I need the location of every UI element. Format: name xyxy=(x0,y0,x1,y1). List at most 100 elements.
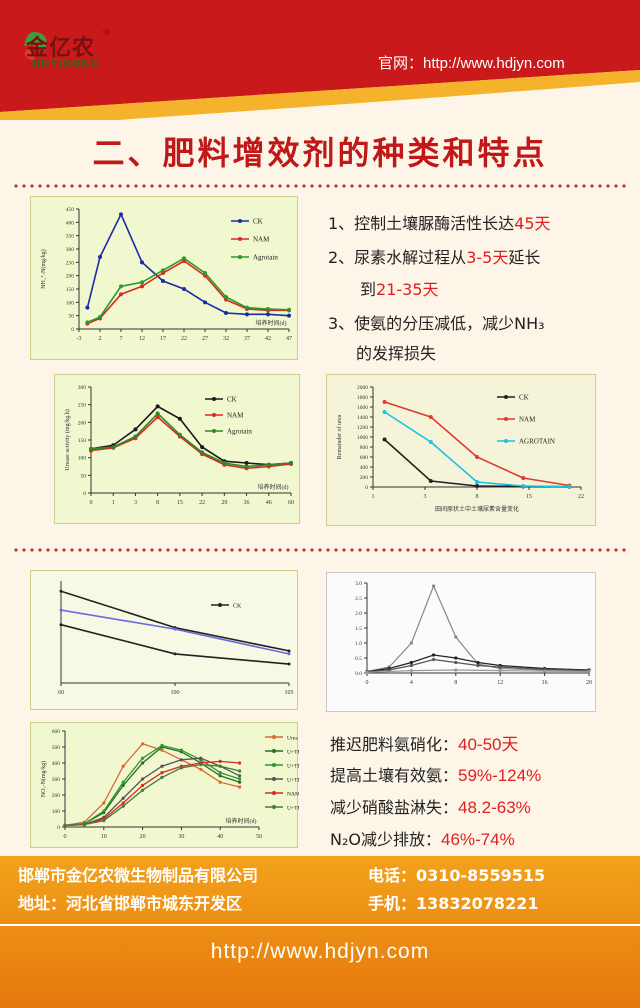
data-point xyxy=(409,663,413,668)
data-point xyxy=(102,809,106,813)
data-point xyxy=(199,763,203,767)
y-tick-label: 3.0 xyxy=(355,581,362,587)
legend-label: NAM xyxy=(519,416,536,424)
x-tick-label: 27 xyxy=(202,336,208,342)
company-logo xyxy=(14,20,124,80)
data-point xyxy=(428,415,433,419)
x-axis-label: 培养时间(d) xyxy=(226,817,257,825)
x-tick-label: 15 xyxy=(177,500,183,506)
data-point xyxy=(289,460,293,465)
y-tick-label: 350 xyxy=(66,234,75,240)
data-point xyxy=(177,432,182,437)
y-tick-label: 600 xyxy=(360,455,369,461)
series-line xyxy=(64,743,240,827)
data-point xyxy=(141,783,145,787)
y-tick-label: 0 xyxy=(57,825,60,831)
x-tick-label: 17 xyxy=(160,336,166,342)
legend-marker xyxy=(218,603,222,607)
chart-caption: 田间原状土中土壤尿素含量变化 xyxy=(435,505,519,513)
y-axis-label: NO₃-N(mg/kg) xyxy=(40,761,47,797)
legend-label: U+TEII xyxy=(287,764,299,770)
y-tick-label: 200 xyxy=(360,475,369,481)
x-tick-label: 2 xyxy=(99,336,102,342)
x-tick-label: -3 xyxy=(77,336,82,342)
data-point xyxy=(244,460,249,465)
official-website-link[interactable]: 官网：http://www.hdjyn.com xyxy=(378,55,565,72)
data-point xyxy=(218,771,222,775)
x-tick-label: 105 xyxy=(285,690,294,696)
y-tick-label: 1600 xyxy=(357,405,368,411)
legend-label: NAM xyxy=(253,236,270,244)
data-point xyxy=(498,669,502,673)
legend-label: CK xyxy=(519,394,529,402)
note-3b: 的发挥损失 xyxy=(356,344,437,363)
data-point xyxy=(218,759,222,763)
data-point xyxy=(200,450,205,455)
data-point xyxy=(218,780,222,784)
data-point xyxy=(238,761,242,765)
data-point xyxy=(177,416,182,421)
dotted-divider-top xyxy=(12,182,628,190)
y-tick-label: 2.0 xyxy=(355,611,362,617)
x-tick-label: 4 xyxy=(410,680,413,686)
mobile-number[interactable]: 手机：13832078221 xyxy=(368,894,539,913)
data-point xyxy=(244,464,249,469)
data-point xyxy=(409,669,413,673)
data-point xyxy=(141,756,145,760)
data-point xyxy=(59,589,63,593)
data-point xyxy=(454,660,458,665)
y-tick-label: 300 xyxy=(78,385,87,391)
y-tick-label: 0.5 xyxy=(355,656,362,662)
x-tick-label: 20 xyxy=(586,680,592,686)
data-point xyxy=(266,307,270,311)
legend-label: AGROTAIN xyxy=(519,438,555,446)
data-point xyxy=(475,455,479,459)
x-tick-label: 8 xyxy=(454,680,457,686)
data-point xyxy=(287,307,291,312)
x-tick-label: 37 xyxy=(244,336,250,342)
data-point xyxy=(238,769,242,773)
data-point xyxy=(266,312,270,317)
data-point xyxy=(140,280,144,285)
legend-label: NAM xyxy=(287,792,299,798)
dotted-divider-middle xyxy=(12,546,628,554)
series-line xyxy=(90,405,292,466)
data-point xyxy=(141,761,145,765)
chart-urea-remainder: 0 200 400 600 800 1000 1200 1400 1600 1800 2000 1 3 8… xyxy=(326,374,596,526)
x-tick-label: 7 xyxy=(120,336,123,342)
legend-label: U+TEI xyxy=(287,750,299,756)
x-tick-label: 10 xyxy=(101,834,107,840)
data-point xyxy=(182,287,186,291)
data-point xyxy=(119,284,123,289)
phone-number[interactable]: 电话：0310-8559515 xyxy=(368,866,546,885)
y-tick-label: 100 xyxy=(78,456,87,462)
legend-marker xyxy=(272,791,276,795)
footer-website-link[interactable]: http://www.hdjyn.com xyxy=(210,940,430,963)
data-point xyxy=(476,663,480,668)
x-tick-label: 16 xyxy=(542,680,548,686)
data-point xyxy=(476,660,480,665)
data-point xyxy=(155,404,160,409)
x-tick-label: 0 xyxy=(90,500,93,506)
note-2: 2、尿素水解过程从3-5天延长 xyxy=(328,248,541,267)
x-axis-label: 培养时间(d) xyxy=(258,483,289,491)
data-point xyxy=(173,652,177,656)
series-line xyxy=(64,760,240,827)
chart-nitrate-svg: 0 100 200 300 400 500 600 0 10 20 30 40 50 NO₃-N(mg/k… xyxy=(40,729,299,840)
data-point xyxy=(222,460,227,465)
header-banner: 金亿农 ® JINYINONG 官网：http://www.hdjyn.com xyxy=(0,0,640,128)
data-point xyxy=(428,440,433,444)
effect-1: 推迟肥料氨硝化：40-50天 xyxy=(330,735,519,754)
data-point xyxy=(475,480,479,484)
data-point xyxy=(454,635,458,639)
y-tick-label: 100 xyxy=(52,809,61,815)
x-tick-label: 3 xyxy=(134,500,137,506)
data-point xyxy=(141,742,145,746)
data-point xyxy=(498,665,502,669)
chart-nitrate: 0 100 200 300 400 500 600 0 10 20 30 40 50 NO₃-N(mg/k… xyxy=(30,722,299,848)
note-3: 3、使氨的分压减低，减少NH₃ xyxy=(328,314,545,333)
chart-decline: 60 100 105 CK xyxy=(30,570,298,710)
x-tick-label: 42 xyxy=(265,336,271,342)
data-point xyxy=(287,649,291,653)
legend-marker xyxy=(272,763,276,767)
